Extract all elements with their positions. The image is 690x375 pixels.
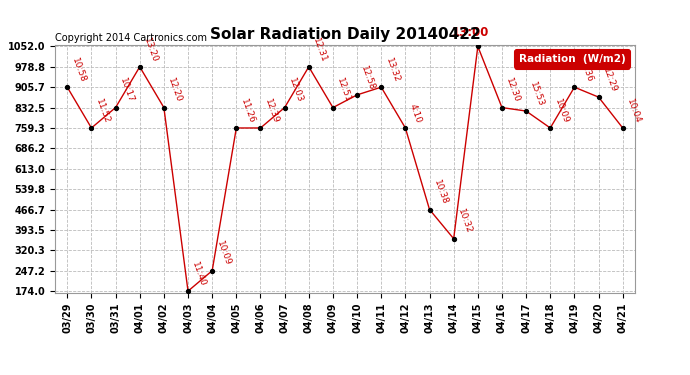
Point — [86, 125, 97, 131]
Text: 13:36: 13:36 — [577, 56, 594, 84]
Point — [230, 125, 241, 131]
Text: 13:00: 13:00 — [452, 26, 489, 39]
Point — [424, 207, 435, 213]
Point — [593, 94, 604, 100]
Point — [400, 125, 411, 131]
Text: 10:09: 10:09 — [553, 97, 570, 124]
Point — [207, 268, 218, 274]
Point — [255, 125, 266, 131]
Text: 10:04: 10:04 — [625, 98, 642, 124]
Point — [327, 105, 338, 111]
Text: 15:53: 15:53 — [529, 80, 546, 108]
Text: 12:51: 12:51 — [335, 77, 353, 104]
Point — [569, 84, 580, 90]
Text: 13:32: 13:32 — [384, 57, 401, 84]
Point — [62, 84, 73, 90]
Text: 12:30: 12:30 — [504, 77, 522, 104]
Text: 11:52: 11:52 — [94, 98, 111, 124]
Legend: Radiation  (W/m2): Radiation (W/m2) — [515, 50, 629, 69]
Text: 12:03: 12:03 — [287, 77, 304, 104]
Point — [448, 236, 460, 242]
Text: 12:39: 12:39 — [263, 98, 280, 124]
Point — [520, 108, 531, 114]
Title: Solar Radiation Daily 20140422: Solar Radiation Daily 20140422 — [210, 27, 480, 42]
Text: 4:10: 4:10 — [408, 103, 423, 125]
Point — [279, 105, 290, 111]
Text: 10:58: 10:58 — [70, 56, 87, 84]
Text: 10:09: 10:09 — [215, 240, 232, 267]
Text: 12:29: 12:29 — [601, 67, 618, 94]
Text: 10:17: 10:17 — [118, 77, 135, 104]
Text: 12:20: 12:20 — [166, 77, 184, 104]
Point — [134, 64, 145, 70]
Point — [545, 125, 556, 131]
Point — [303, 64, 314, 70]
Text: 11:26: 11:26 — [239, 98, 256, 124]
Point — [182, 288, 193, 294]
Text: 13:20: 13:20 — [142, 36, 159, 63]
Text: 11:40: 11:40 — [190, 261, 208, 288]
Text: 10:32: 10:32 — [456, 208, 473, 236]
Point — [351, 92, 363, 98]
Text: 12:58: 12:58 — [359, 64, 377, 92]
Point — [375, 84, 386, 90]
Text: 12:31: 12:31 — [311, 36, 328, 63]
Point — [110, 105, 121, 111]
Point — [472, 44, 483, 50]
Text: 10:38: 10:38 — [432, 179, 449, 206]
Point — [617, 125, 628, 131]
Point — [159, 105, 170, 111]
Text: Copyright 2014 Cartronics.com: Copyright 2014 Cartronics.com — [55, 33, 207, 42]
Point — [497, 105, 508, 111]
